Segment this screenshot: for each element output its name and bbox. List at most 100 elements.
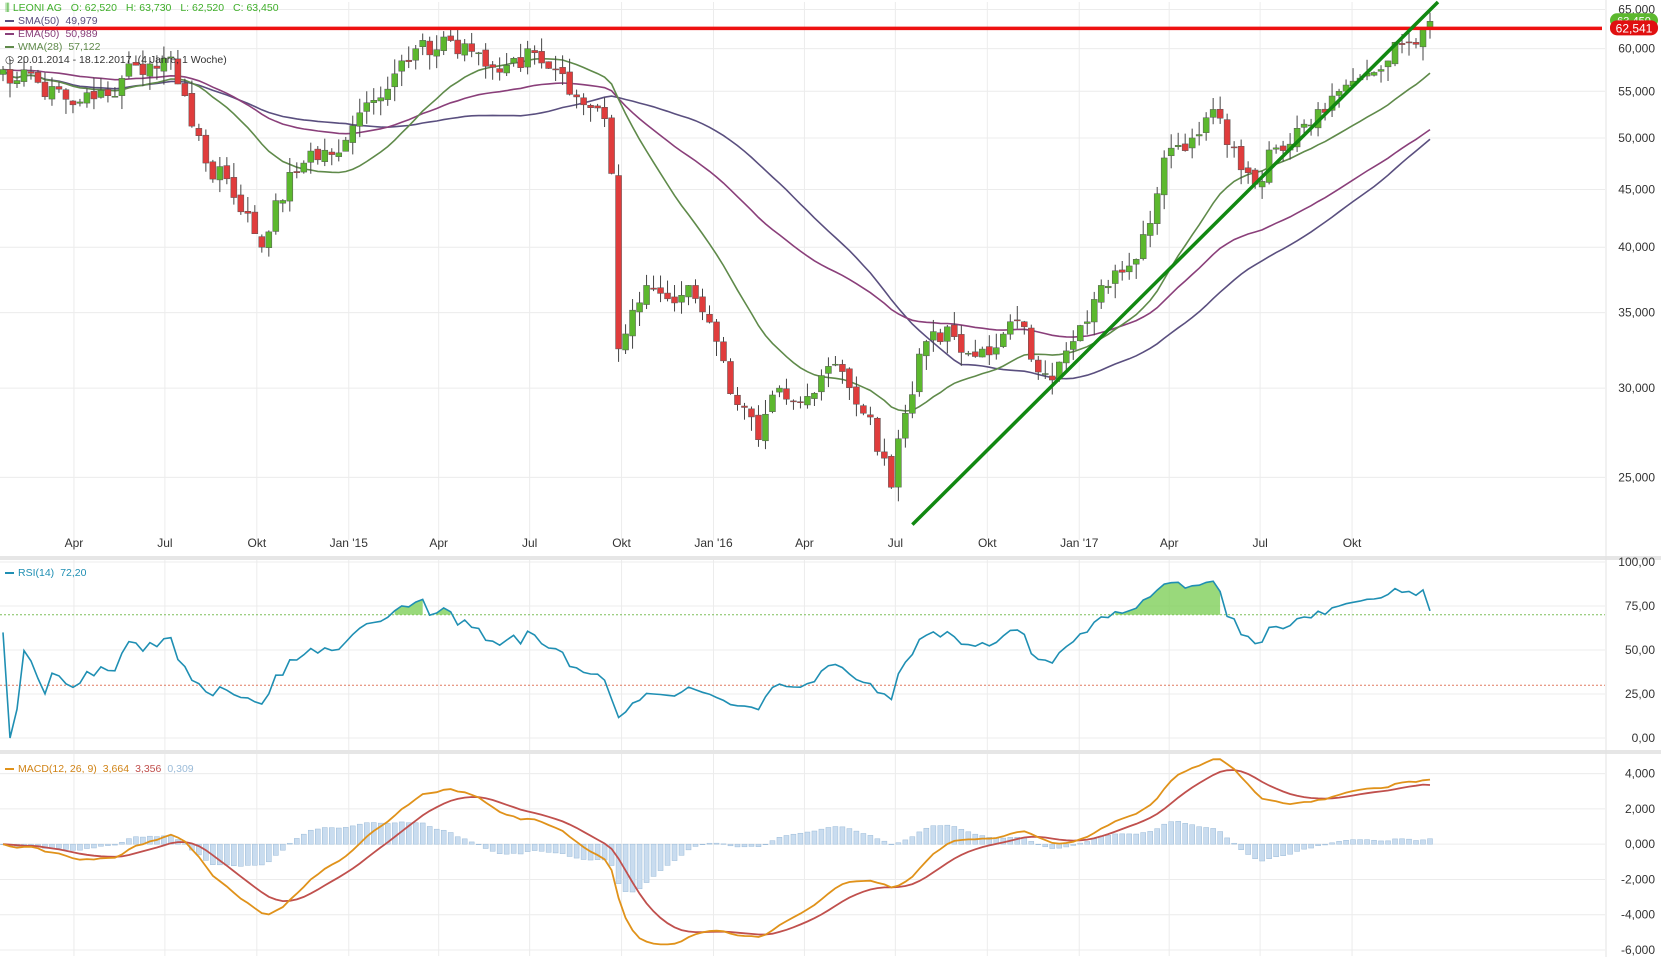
candle-body	[139, 63, 147, 75]
macd-histogram-bar	[846, 828, 853, 845]
macd-histogram-bar	[196, 843, 202, 856]
macd-tick-label: -2,000	[1621, 872, 1655, 886]
macd-histogram-bar	[1217, 831, 1223, 845]
macd-histogram-bar	[1210, 828, 1216, 845]
candle-body	[769, 394, 776, 412]
candle-body	[944, 326, 951, 342]
candle-body	[755, 414, 762, 440]
candle-body	[111, 96, 119, 98]
sma-value: 49,979	[65, 15, 98, 27]
macd-histogram-bar	[405, 822, 412, 845]
macd-histogram-bar	[538, 843, 545, 852]
macd-histogram-bar	[986, 837, 993, 845]
macd-histogram-bar	[1378, 840, 1384, 845]
macd-histogram-bar	[1028, 841, 1035, 845]
macd-histogram-bar	[1049, 843, 1056, 849]
candle-body	[258, 236, 266, 248]
macd-histogram-bar	[699, 843, 706, 845]
macd-histogram-bar	[1063, 843, 1070, 848]
wma-label: WMA(28)	[18, 41, 63, 53]
high-value: H: 63,730	[125, 2, 172, 14]
candle-body	[167, 56, 175, 59]
candle-body	[1279, 145, 1287, 151]
macd-histogram-bar	[860, 833, 867, 845]
macd-histogram-bar	[1406, 838, 1412, 845]
candle-body	[1000, 333, 1007, 347]
candle-body	[307, 150, 315, 163]
macd-histogram-bar	[231, 843, 237, 867]
candle-body	[55, 86, 63, 90]
macd-histogram-bar	[1140, 832, 1146, 845]
candle-body	[986, 346, 993, 356]
macd-histogram-bar	[1371, 839, 1377, 845]
candle-body	[580, 97, 587, 106]
macd-histogram-bar	[336, 827, 342, 845]
panel-separator	[0, 750, 1661, 754]
candle-body	[153, 65, 161, 69]
macd-histogram-bar	[713, 842, 720, 845]
macd-histogram-bar	[98, 843, 104, 847]
macd-label: MACD(12, 26, 9)	[18, 763, 97, 775]
macd-histogram-bar	[447, 832, 454, 845]
candle-body	[713, 321, 720, 342]
candle-body	[1139, 234, 1147, 259]
candle-body	[1076, 325, 1084, 342]
macd-histogram-bar	[1154, 828, 1160, 845]
candle-body	[69, 100, 77, 106]
macd-histogram-bar	[559, 843, 566, 854]
candle-body	[1028, 327, 1035, 360]
candle-body	[1216, 108, 1224, 119]
candle-body	[818, 375, 825, 393]
candle-body	[699, 296, 706, 313]
candle-body	[1377, 69, 1385, 72]
macd-histogram-bar	[776, 837, 783, 845]
candle-body	[1132, 259, 1140, 265]
macd-tick-label: 0,000	[1625, 837, 1655, 851]
macd-histogram-bar	[1350, 839, 1356, 845]
macd-histogram-bar	[419, 822, 426, 845]
candle-body	[314, 148, 322, 161]
macd-histogram-bar	[1238, 843, 1244, 850]
candle-body	[629, 309, 636, 337]
candle-body	[489, 64, 496, 68]
rsi-tick-label: 25,00	[1625, 687, 1655, 701]
candle-body	[1007, 321, 1014, 335]
candle-body	[321, 149, 329, 162]
macd-histogram-bar	[1091, 838, 1097, 845]
candle-body	[335, 152, 343, 157]
macd-histogram-bar	[287, 842, 293, 845]
macd-histogram-bar	[832, 826, 839, 845]
macd-histogram-bar	[881, 840, 888, 845]
macd-histogram-bar	[266, 843, 272, 863]
macd-histogram-bar	[867, 835, 874, 845]
macd-histogram-bar	[1336, 841, 1342, 845]
candle-body	[419, 40, 426, 48]
macd-histogram-bar	[1077, 842, 1083, 845]
macd-histogram-bar	[510, 843, 517, 854]
candle-body	[909, 394, 916, 414]
macd-histogram-bar	[259, 843, 265, 866]
candle-body	[342, 139, 350, 152]
macd-histogram-bar	[84, 843, 90, 849]
candle-body	[1174, 145, 1182, 147]
macd-histogram-bar	[301, 833, 307, 845]
candle-body	[391, 73, 398, 88]
macd-histogram-bar	[629, 843, 636, 893]
wma-value: 57,122	[68, 41, 101, 53]
candle-body	[426, 40, 433, 56]
macd-histogram-bar	[678, 843, 685, 856]
candle-body	[76, 101, 84, 104]
close-value: C: 63,450	[233, 2, 279, 14]
macd-histogram-bar	[1420, 839, 1426, 845]
macd-histogram-bar	[916, 831, 923, 845]
candle-body	[615, 175, 622, 350]
candle-body	[692, 285, 699, 299]
macd-histogram-bar	[1392, 838, 1398, 845]
macd-histogram-bar	[755, 843, 762, 847]
trend-line	[911, 0, 1440, 526]
macd-histogram-bar	[1014, 836, 1021, 845]
macd-histogram-bar	[1112, 833, 1118, 845]
candle-body	[209, 161, 217, 180]
candle-body	[1125, 265, 1133, 273]
